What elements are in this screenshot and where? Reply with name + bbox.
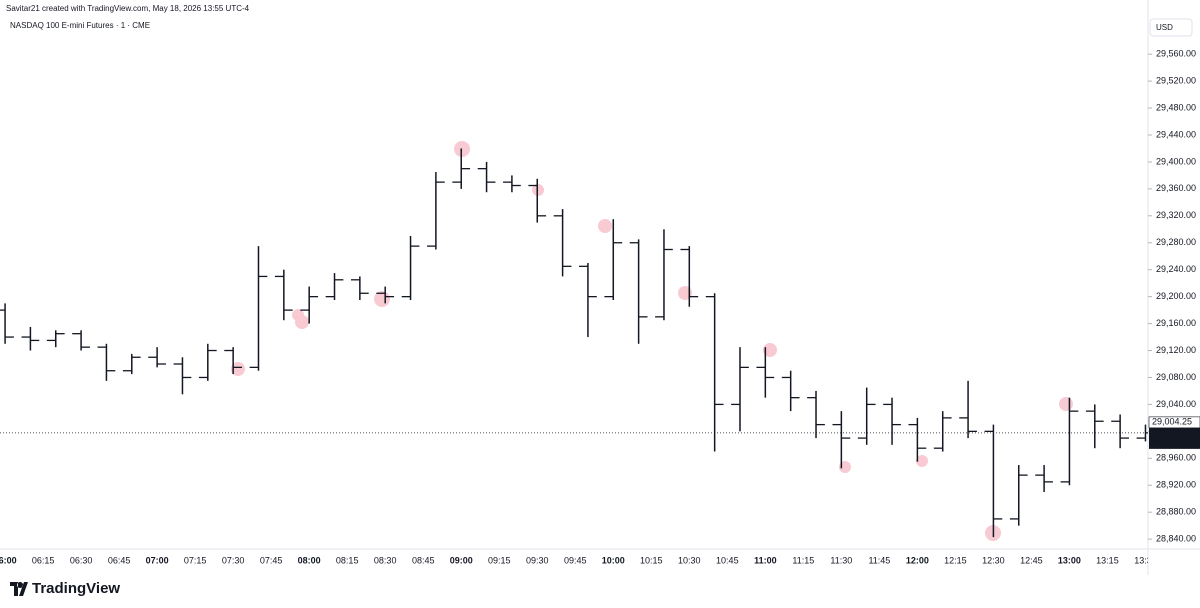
x-tick-label: 06:00	[0, 555, 17, 565]
x-tick-label: 09:45	[564, 555, 587, 565]
x-tick-label: 08:30	[374, 555, 397, 565]
x-tick-label: 12:00	[906, 555, 929, 565]
y-tick-label: 28,880.00	[1156, 507, 1196, 517]
x-tick-label: 08:15	[336, 555, 359, 565]
credit: Savitar21 created with TradingView.com, …	[6, 4, 250, 13]
highlights	[231, 141, 1073, 541]
y-tick-label: 28,920.00	[1156, 480, 1196, 490]
x-tick-label: 07:30	[222, 555, 245, 565]
y-tick-label: 29,400.00	[1156, 156, 1196, 166]
x-tick-label: 06:15	[32, 555, 55, 565]
x-tick-label: 09:15	[488, 555, 511, 565]
y-tick-label: 29,040.00	[1156, 399, 1196, 409]
y-tick-label: 29,160.00	[1156, 318, 1196, 328]
bars	[0, 148, 1148, 538]
x-tick-label: 08:45	[412, 555, 435, 565]
x-tick-label: 13:30	[1134, 555, 1157, 565]
x-tick-label: 11:00	[754, 555, 777, 565]
y-tick-label: 29,200.00	[1156, 291, 1196, 301]
y-tick-label: 29,360.00	[1156, 183, 1196, 193]
y-tick-label: 29,520.00	[1156, 75, 1196, 85]
x-tick-label: 13:00	[1058, 555, 1081, 565]
y-tick-label: 29,080.00	[1156, 372, 1196, 382]
symbol: NASDAQ 100 E-mini Futures · 1 · CME	[10, 21, 150, 30]
x-tick-label: 10:15	[640, 555, 663, 565]
y-tick-label: 29,280.00	[1156, 237, 1196, 247]
brand: TradingView	[10, 580, 120, 597]
x-tick-label: 10:00	[602, 555, 625, 565]
y-tick-label: 29,560.00	[1156, 49, 1196, 59]
x-tick-label: 12:15	[944, 555, 967, 565]
brand-name: TradingView	[32, 580, 120, 597]
x-tick-label: 11:15	[792, 555, 814, 565]
x-tick-label: 08:00	[298, 555, 321, 565]
currency-box[interactable]	[1149, 18, 1193, 37]
x-tick-label: 06:45	[108, 555, 131, 565]
x-tick-label: 11:30	[830, 555, 852, 565]
y-tick-label: 29,120.00	[1156, 345, 1196, 355]
x-tick-label: 12:45	[1020, 555, 1043, 565]
x-tick-label: 10:30	[678, 555, 701, 565]
y-tick-label: 29,480.00	[1156, 102, 1196, 112]
x-tick-label: 07:15	[184, 555, 207, 565]
x-tick-label: 06:30	[70, 555, 93, 565]
x-tick-label: 12:30	[982, 555, 1005, 565]
y-tick-label: 29,240.00	[1156, 264, 1196, 274]
y-tick-label: 28,840.00	[1156, 533, 1196, 543]
currency: USD	[1156, 23, 1173, 32]
last-price-label: 28,997.75	[1152, 428, 1192, 438]
x-tick-label: 07:45	[260, 555, 283, 565]
x-tick-label: 13:15	[1096, 555, 1119, 565]
last-price-box	[1149, 427, 1200, 449]
x-tick-label: 07:00	[146, 555, 169, 565]
x-tick-label: 09:30	[526, 555, 549, 565]
x-tick-label: 09:00	[450, 555, 473, 565]
y-tick-label: 28,960.00	[1156, 453, 1196, 463]
y-tick-label: 29,320.00	[1156, 210, 1196, 220]
y-tick-label: 29,440.00	[1156, 129, 1196, 139]
x-axis: 06:00 06:15 06:30 06:45 07:00 07:15 07:30 07:45…	[0, 555, 1157, 565]
x-tick-label: 10:45	[716, 555, 739, 565]
countdown: 00:53	[1152, 437, 1175, 447]
x-tick-label: 11:45	[868, 555, 890, 565]
prev-label: 29,004.25	[1152, 417, 1192, 427]
